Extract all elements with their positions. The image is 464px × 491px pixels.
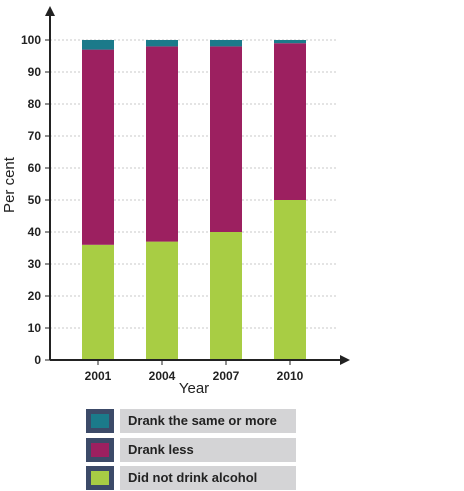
y-tick-label: 30: [28, 257, 42, 271]
bar-segment-drank-less-2004: [146, 46, 178, 242]
y-tick-label: 20: [28, 289, 42, 303]
stacked-bar-chart: 0 10 20 30 40 50 60 70 80 90 100 2001 2004 2007 2010 Ye…: [1, 6, 350, 395]
bar-segment-drank-less-2001: [82, 49, 114, 245]
legend-swatch-frame: [86, 438, 114, 462]
legend-item-drank-less: Drank less: [86, 438, 296, 462]
bar-segment-drank-the-same-or-more-2010: [274, 40, 306, 44]
legend-swatch-same-or-more: [91, 414, 109, 428]
y-tick-label: 40: [28, 225, 42, 239]
legend-item-same-or-more: Drank the same or more: [86, 409, 296, 433]
y-tick-label: 100: [21, 33, 41, 47]
x-tick-label: 2010: [277, 369, 304, 383]
y-tick-label: 70: [28, 129, 42, 143]
legend-item-did-not-drink: Did not drink alcohol: [86, 466, 296, 490]
bar-segment-drank-less-2010: [274, 43, 306, 201]
y-tick-label: 50: [28, 193, 42, 207]
legend-label-drank-less: Drank less: [120, 438, 296, 462]
legend-label-same-or-more: Drank the same or more: [120, 409, 296, 433]
y-tick-label: 90: [28, 65, 42, 79]
y-tick-label: 80: [28, 97, 42, 111]
x-tick-label: 2004: [149, 369, 176, 383]
x-axis-title: Year: [179, 380, 209, 395]
bar-segment-drank-the-same-or-more-2004: [146, 40, 178, 47]
y-axis-title: Per cent: [1, 156, 18, 213]
legend-swatch-drank-less: [91, 443, 109, 457]
y-tick-label: 10: [28, 321, 42, 335]
bar-segment-did-not-drink-alcohol-2007: [210, 232, 242, 360]
y-axis-arrow-icon: [45, 6, 55, 16]
bar-segment-did-not-drink-alcohol-2004: [146, 241, 178, 360]
legend-label-did-not-drink: Did not drink alcohol: [120, 466, 296, 490]
bar-segment-drank-the-same-or-more-2007: [210, 40, 242, 47]
x-tick-label: 2007: [213, 369, 240, 383]
legend-swatch-frame: [86, 466, 114, 490]
legend-swatch-frame: [86, 409, 114, 433]
y-tick-label: 60: [28, 161, 42, 175]
bar-segment-did-not-drink-alcohol-2001: [82, 244, 114, 360]
bar-segment-drank-less-2007: [210, 46, 242, 233]
legend-swatch-did-not-drink: [91, 471, 109, 485]
bar-segment-drank-the-same-or-more-2001: [82, 40, 114, 50]
y-tick-label: 0: [34, 353, 41, 367]
x-axis-arrow-icon: [340, 355, 350, 365]
x-tick-label: 2001: [85, 369, 112, 383]
bar-segment-did-not-drink-alcohol-2010: [274, 200, 306, 360]
